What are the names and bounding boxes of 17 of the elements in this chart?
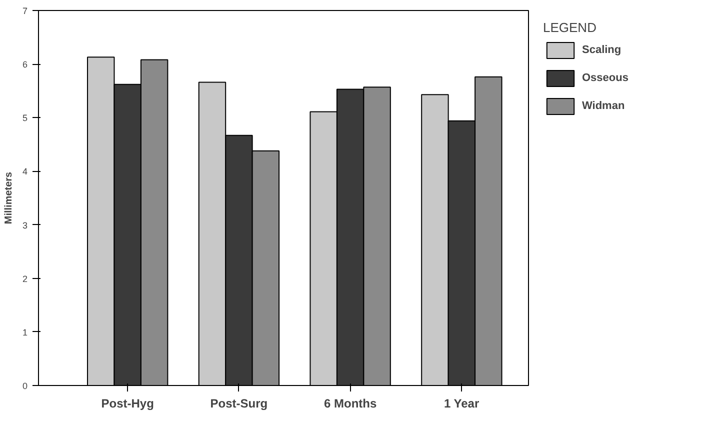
x-tick-label: 6 Months — [324, 396, 377, 410]
y-axis-title: Millimeters — [3, 171, 14, 224]
y-tick-label: 6 — [22, 60, 28, 70]
y-tick-label: 1 — [22, 327, 28, 338]
y-tick-label: 2 — [22, 274, 28, 284]
y-tick-label: 7 — [22, 6, 28, 16]
x-tick-label: Post-Hyg — [101, 396, 154, 410]
y-tick-label: 4 — [22, 166, 28, 177]
y-tick-label: 3 — [22, 220, 28, 230]
x-tick-label: 1 Year — [444, 396, 480, 410]
y-tick-label: 5 — [22, 113, 28, 124]
y-tick-label: 0 — [22, 381, 28, 391]
legend-label: Osseous — [582, 72, 628, 84]
legend-title: LEGEND — [543, 20, 598, 35]
x-tick-label: Post-Surg — [210, 396, 268, 410]
legend-label: Scaling — [582, 44, 622, 56]
legend-label: Widman — [582, 100, 625, 112]
